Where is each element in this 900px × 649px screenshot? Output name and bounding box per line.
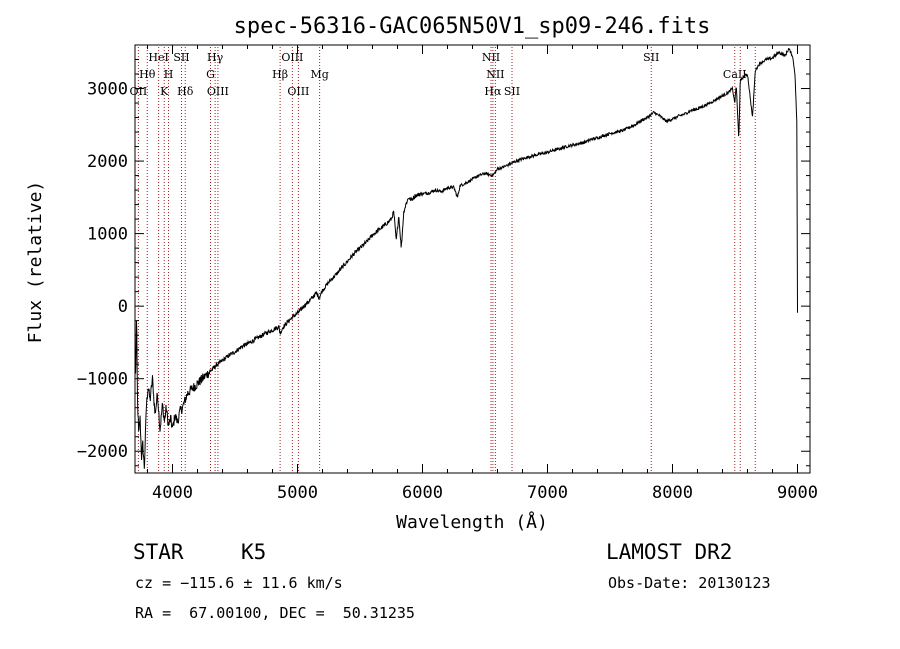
marker-label: OIII: [287, 85, 309, 98]
y-tick-label: 2000: [87, 152, 128, 172]
x-axis-label: Wavelength (Å): [396, 511, 548, 533]
y-tick-label: 3000: [87, 80, 128, 100]
y-tick-label: −2000: [77, 442, 128, 462]
marker-label: Hγ: [207, 51, 224, 64]
marker-label: SII: [504, 85, 520, 98]
plot-frame: [134, 44, 811, 474]
marker-label: OII: [130, 85, 148, 98]
axis-ticks: 4000 5000 6000 7000 8000 9000 −2000 −1000 0 1000 2…: [77, 45, 818, 503]
plot-area: [134, 44, 811, 474]
marker-label: OIII: [281, 51, 303, 64]
y-tick-label: 0: [118, 297, 128, 317]
marker-label: Hθ: [139, 68, 156, 81]
observation-date: Obs-Date: 20130123: [608, 574, 771, 592]
object-subclass: K5: [241, 540, 267, 564]
y-tick-label: −1000: [77, 370, 128, 390]
x-tick-label: 4000: [152, 483, 193, 503]
marker-label: Hβ: [272, 68, 288, 81]
marker-label: H: [164, 68, 174, 81]
marker-label: K: [160, 85, 169, 98]
x-tick-label: 9000: [777, 483, 818, 503]
survey-name: LAMOST DR2: [606, 540, 733, 564]
marker-label: SII: [643, 51, 659, 64]
redshift-velocity: cz = −115.6 ± 11.6 km/s: [135, 574, 343, 592]
object-class: STAR: [133, 540, 184, 564]
line-markers: OIIHθHeIKHSIIHδGHγOIIIHβOIIIOIIIMgNIIHαN…: [130, 47, 756, 473]
marker-label: OIII: [207, 85, 229, 98]
x-tick-label: 8000: [652, 483, 693, 503]
x-tick-label: 6000: [402, 483, 443, 503]
marker-label: SII: [173, 51, 189, 64]
y-tick-label: 1000: [87, 225, 128, 245]
marker-label: NII: [482, 51, 500, 64]
coordinates: RA = 67.00100, DEC = 50.31235: [135, 604, 415, 622]
chart-title: spec-56316-GAC065N50V1_sp09-246.fits: [234, 14, 711, 39]
marker-label: Hδ: [177, 85, 194, 98]
marker-label: NII: [486, 68, 504, 81]
marker-label: G: [206, 68, 215, 81]
marker-label: Mg: [310, 68, 328, 81]
marker-label: HeI: [148, 51, 168, 64]
y-axis-label: Flux (relative): [25, 181, 46, 344]
x-tick-label: 5000: [277, 483, 318, 503]
marker-label: Hα: [484, 85, 502, 98]
x-tick-label: 7000: [527, 483, 568, 503]
spectrum-line: [135, 47, 798, 469]
